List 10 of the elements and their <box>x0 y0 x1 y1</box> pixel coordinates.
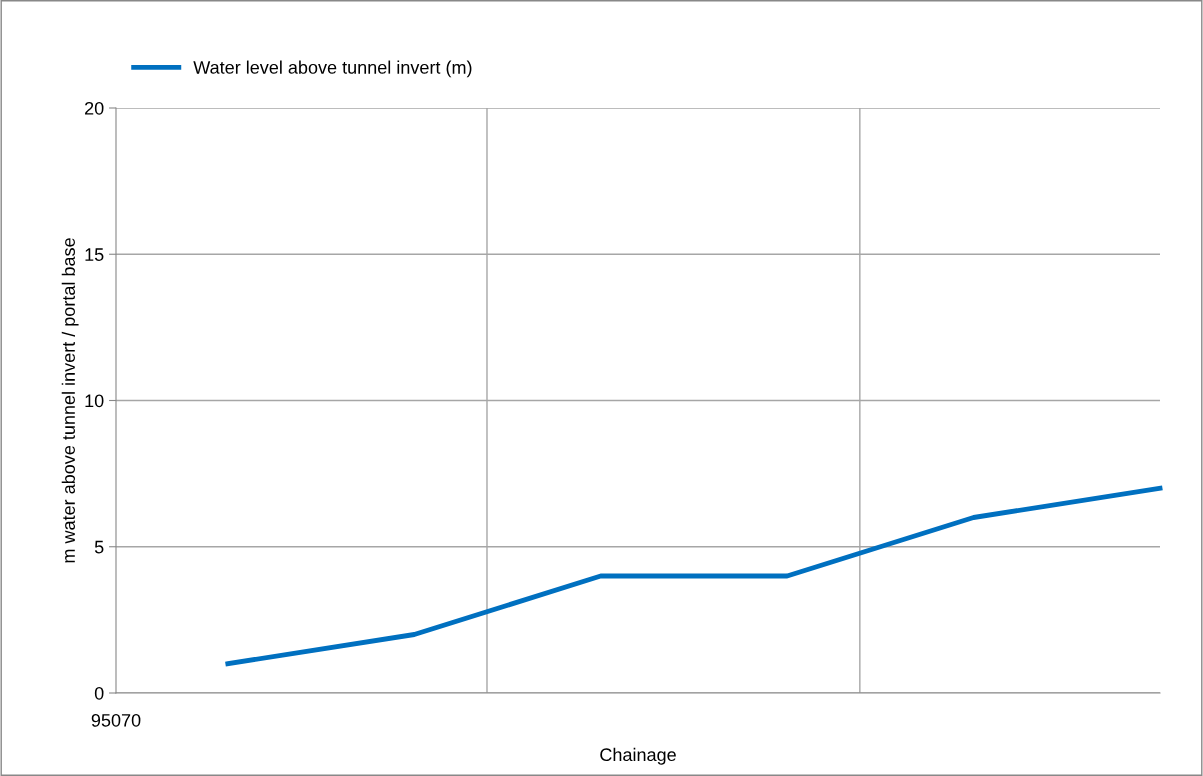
y-axis-title: m water above tunnel invert / portal base <box>61 238 79 563</box>
legend-label: Water level above tunnel invert (m) <box>193 60 472 78</box>
y-tick-label: 0 <box>94 686 104 700</box>
y-tick-label: 5 <box>94 540 104 554</box>
text: 95070 <box>91 713 141 727</box>
x-axis-title: Chainage <box>600 747 676 765</box>
line-series <box>225 485 1163 667</box>
y-tick-label: 10 <box>85 394 104 408</box>
y-tick-label: 15 <box>85 248 104 261</box>
y-tick-label: 20 <box>85 101 104 115</box>
